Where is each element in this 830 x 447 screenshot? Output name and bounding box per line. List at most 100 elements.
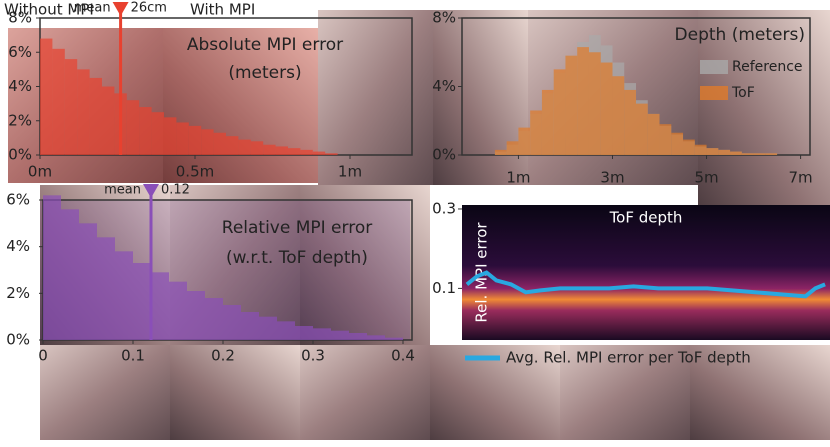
histogram-bar — [671, 132, 684, 155]
x-tick-label: 0 — [38, 347, 48, 365]
y-tick-label: 4% — [8, 77, 32, 95]
histogram-bar — [730, 151, 742, 155]
legend-label: Avg. Rel. MPI error per ToF depth — [506, 349, 751, 367]
legend-swatch — [700, 86, 728, 100]
histogram-bar — [612, 76, 625, 155]
mean-marker — [112, 2, 129, 16]
x-tick-label: 5m — [694, 169, 718, 187]
y-tick-label: 4% — [6, 237, 30, 255]
legend-label: Reference — [732, 59, 803, 75]
histogram-bar — [79, 223, 97, 340]
histogram-bar — [241, 312, 259, 340]
x-tick-label: 0.4 — [391, 347, 415, 365]
histogram-bar — [205, 298, 223, 340]
histogram-bar — [89, 77, 102, 155]
y-tick-label: 8% — [8, 9, 32, 27]
histogram-bar — [250, 141, 264, 155]
histogram-bar — [312, 151, 326, 155]
histogram-bar — [313, 328, 331, 340]
histogram-bar — [624, 89, 636, 155]
mean-text: mean — [74, 1, 111, 16]
histogram-bar — [577, 47, 589, 155]
histogram-bar — [683, 139, 695, 155]
histogram-bar — [43, 195, 61, 340]
y-axis-label: Rel. MPI error — [473, 222, 491, 323]
histogram-bar — [139, 107, 152, 155]
histogram-bar — [226, 136, 239, 155]
histogram-bar — [694, 144, 707, 155]
mean-value: 0.12 — [161, 183, 190, 198]
histogram-bar — [133, 263, 151, 340]
y-tick-label: 6% — [6, 191, 30, 209]
chart-title: Absolute MPI error — [187, 35, 343, 55]
histogram-bar — [553, 69, 566, 155]
histogram-bar — [636, 103, 648, 155]
x-tick-label: 0.3 — [301, 347, 325, 365]
y-tick-label: 8% — [432, 9, 456, 27]
histogram-bar — [61, 209, 79, 340]
histogram-bar — [169, 281, 187, 340]
histogram-bar — [201, 129, 214, 155]
histogram-bar — [115, 251, 133, 340]
histogram-bar — [40, 38, 53, 155]
histogram-bar — [541, 89, 554, 155]
histogram-bar — [151, 272, 169, 340]
y-tick-label: 0% — [8, 146, 32, 164]
histogram-bar — [64, 59, 78, 155]
histogram-bar — [588, 52, 601, 155]
histogram-bar — [263, 144, 276, 155]
y-tick-label: 0.3 — [432, 199, 456, 217]
histogram-bar — [706, 148, 719, 155]
histogram-bar — [238, 139, 251, 155]
y-tick-label: 2% — [8, 111, 32, 129]
histogram-bar — [213, 132, 226, 155]
histogram-bar — [718, 149, 731, 155]
y-tick-label: 2% — [6, 284, 30, 302]
histogram-bar — [367, 335, 385, 340]
histogram-bar — [753, 153, 766, 155]
panel-label: With MPI — [190, 1, 255, 19]
histogram-bar — [741, 153, 754, 155]
photo-collage — [8, 10, 830, 440]
x-tick-label: 7m — [789, 169, 813, 187]
histogram-bar — [295, 326, 313, 340]
mean-value: 26cm — [131, 1, 167, 16]
histogram-bar — [277, 321, 295, 340]
histogram-bar — [600, 62, 613, 155]
chart-subtitle: (w.r.t. ToF depth) — [226, 248, 368, 268]
series-line — [465, 270, 826, 299]
histogram-bar — [164, 117, 177, 155]
x-tick-label: 1m — [506, 169, 530, 187]
histogram-bar — [765, 153, 778, 155]
x-tick-label: 3m — [600, 169, 624, 187]
histogram-bar — [385, 337, 403, 340]
histogram-bar — [52, 48, 65, 156]
histogram-bar — [187, 291, 205, 340]
chart-title: Relative MPI error — [222, 218, 372, 238]
mean-marker — [143, 184, 159, 198]
histogram-bar — [102, 86, 115, 155]
histogram-bar — [259, 316, 277, 340]
histogram-bar — [325, 153, 338, 155]
histogram-bar — [530, 110, 542, 155]
chart-subtitle: (meters) — [228, 63, 301, 83]
histogram-bar — [331, 330, 349, 340]
legend-swatch — [700, 60, 728, 74]
x-tick-label: 1m — [338, 163, 362, 181]
histogram-bar — [126, 100, 140, 155]
histogram-bar — [188, 125, 202, 155]
histogram-bar — [176, 122, 189, 155]
panel-label: Without MPI — [4, 1, 94, 19]
x-tick-label: 0.5m — [176, 163, 214, 181]
x-axis-label: ToF depth — [609, 209, 683, 227]
y-tick-label: 0% — [432, 146, 456, 164]
y-tick-label: 0% — [6, 331, 30, 349]
chart-title: Depth (meters) — [675, 25, 805, 45]
histogram-bar — [506, 141, 519, 155]
y-tick-label: 0.1 — [432, 279, 456, 297]
x-tick-label: 0.2 — [211, 347, 235, 365]
histogram-bar — [494, 149, 507, 155]
histogram-bar — [288, 148, 301, 155]
histogram-bar — [223, 305, 241, 340]
